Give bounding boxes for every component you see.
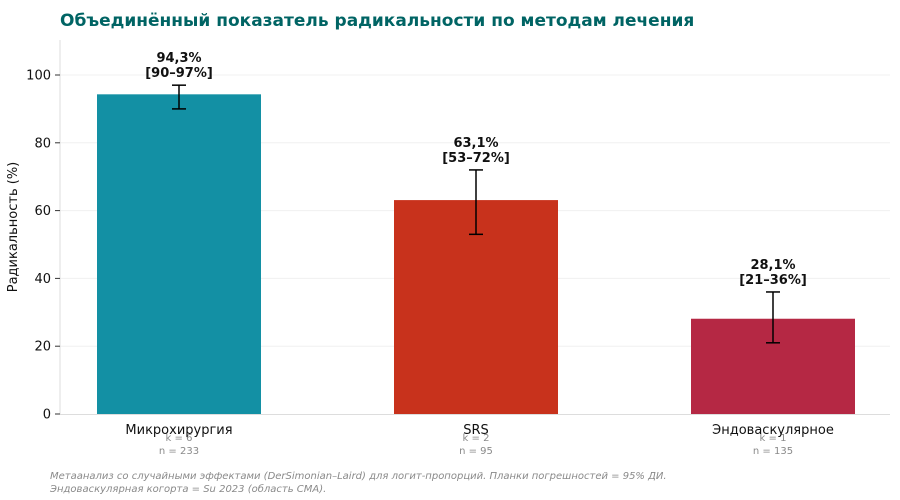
category-n-2: n = 95 [459, 446, 493, 457]
y-axis-label: Радикальность (%) [6, 162, 21, 293]
footnote-line-1: Метаанализ со случайными эффектами (DerS… [50, 471, 667, 482]
category-n-1: n = 233 [159, 446, 199, 457]
error-bars [172, 84, 780, 344]
category-k-3: k = 1 [760, 433, 787, 444]
y-tick-label-80: 80 [34, 136, 51, 151]
ci-label-1: [90–97%] [145, 66, 213, 81]
y-tick-label-40: 40 [34, 272, 51, 287]
category-k-2: k = 2 [463, 433, 490, 444]
y-tick-label-100: 100 [26, 69, 51, 84]
category-label-3: Эндоваскулярное [712, 423, 834, 438]
axes-layer [59, 40, 890, 415]
chart-title: Объединённый показатель радикальности по… [60, 11, 694, 31]
y-tick-label-0: 0 [43, 408, 51, 423]
value-label-1: 94,3% [156, 51, 201, 66]
value-labels: 94,3%[90–97%] 63,1%[53–72%] 28,1%[21–36%] [145, 51, 807, 288]
bar-2 [394, 200, 558, 414]
footnote-line-2: Эндоваскулярная когорта = Su 2023 (облас… [49, 483, 326, 495]
value-label-3: 28,1% [750, 258, 795, 273]
value-label-2: 63,1% [453, 136, 498, 151]
category-k-1: k = 6 [166, 433, 193, 444]
y-ticks: 0 20 40 60 80 100 [26, 69, 60, 423]
category-labels: k = 6 n = 233 Микрохирургия k = 2 n = 95 SRS k… [125, 423, 833, 457]
y-tick-label-20: 20 [34, 340, 51, 355]
bar-1 [97, 94, 261, 414]
ci-label-2: [53–72%] [442, 151, 510, 166]
ci-label-3: [21–36%] [739, 273, 807, 288]
category-label-1: Микрохирургия [125, 423, 232, 438]
category-n-3: n = 135 [753, 446, 793, 457]
y-tick-label-60: 60 [34, 204, 51, 219]
category-label-2: SRS [463, 423, 489, 438]
